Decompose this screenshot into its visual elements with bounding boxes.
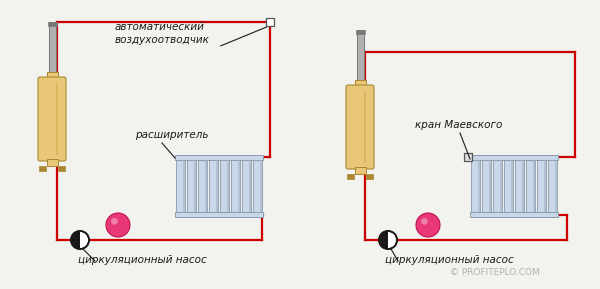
Bar [231,160,240,212]
Bar [537,160,546,212]
Bar [266,18,274,26]
Bar [356,30,364,80]
Circle shape [379,231,397,249]
Circle shape [111,218,118,225]
Bar [555,160,557,212]
Bar [493,160,502,212]
Circle shape [416,213,440,237]
Bar [347,174,354,179]
Text: циркуляционный насос: циркуляционный насос [78,255,207,265]
Bar [205,160,207,212]
Bar [56,83,58,155]
Bar [249,160,251,212]
Bar [187,160,196,212]
Bar [47,159,58,166]
Bar [364,91,367,163]
Bar [242,160,251,212]
Bar [176,160,185,212]
Bar [548,160,557,212]
Bar [175,155,263,160]
Bar [194,160,196,212]
Bar [511,160,513,212]
Bar [526,160,535,212]
Polygon shape [380,231,388,249]
Bar [183,160,185,212]
Text: © PROFITEPLO.COM: © PROFITEPLO.COM [450,268,540,277]
Bar [260,160,262,212]
Bar [355,167,365,174]
Bar [175,212,263,217]
Bar [482,160,491,212]
Polygon shape [71,231,80,249]
Bar [522,160,524,212]
Bar [227,160,229,212]
FancyBboxPatch shape [38,77,66,161]
Bar [544,160,546,212]
Bar [47,72,58,79]
Bar [198,160,207,212]
Text: автоматический: автоматический [115,22,205,32]
Text: циркуляционный насос: циркуляционный насос [385,255,514,265]
Bar [500,160,502,212]
Bar [238,160,240,212]
Bar [471,160,480,212]
Bar [515,160,524,212]
Text: кран Маевского: кран Маевского [415,120,502,130]
Bar [470,155,558,160]
Bar [355,80,365,87]
Bar [47,22,56,26]
Bar [58,166,65,171]
Bar [209,160,218,212]
Text: расширитель: расширитель [135,130,209,140]
Circle shape [71,231,89,249]
Bar [464,153,472,161]
Bar [533,160,535,212]
Bar [220,160,229,212]
Bar [470,212,558,217]
Bar [216,160,218,212]
Bar [478,160,480,212]
Bar [355,30,365,34]
Bar [253,160,262,212]
Bar [39,166,46,171]
Bar [504,160,513,212]
Bar [49,22,56,72]
Circle shape [421,218,428,225]
FancyBboxPatch shape [346,85,374,169]
Text: воздухоотводчик: воздухоотводчик [115,35,210,45]
Bar [489,160,491,212]
Circle shape [106,213,130,237]
Bar [366,174,373,179]
